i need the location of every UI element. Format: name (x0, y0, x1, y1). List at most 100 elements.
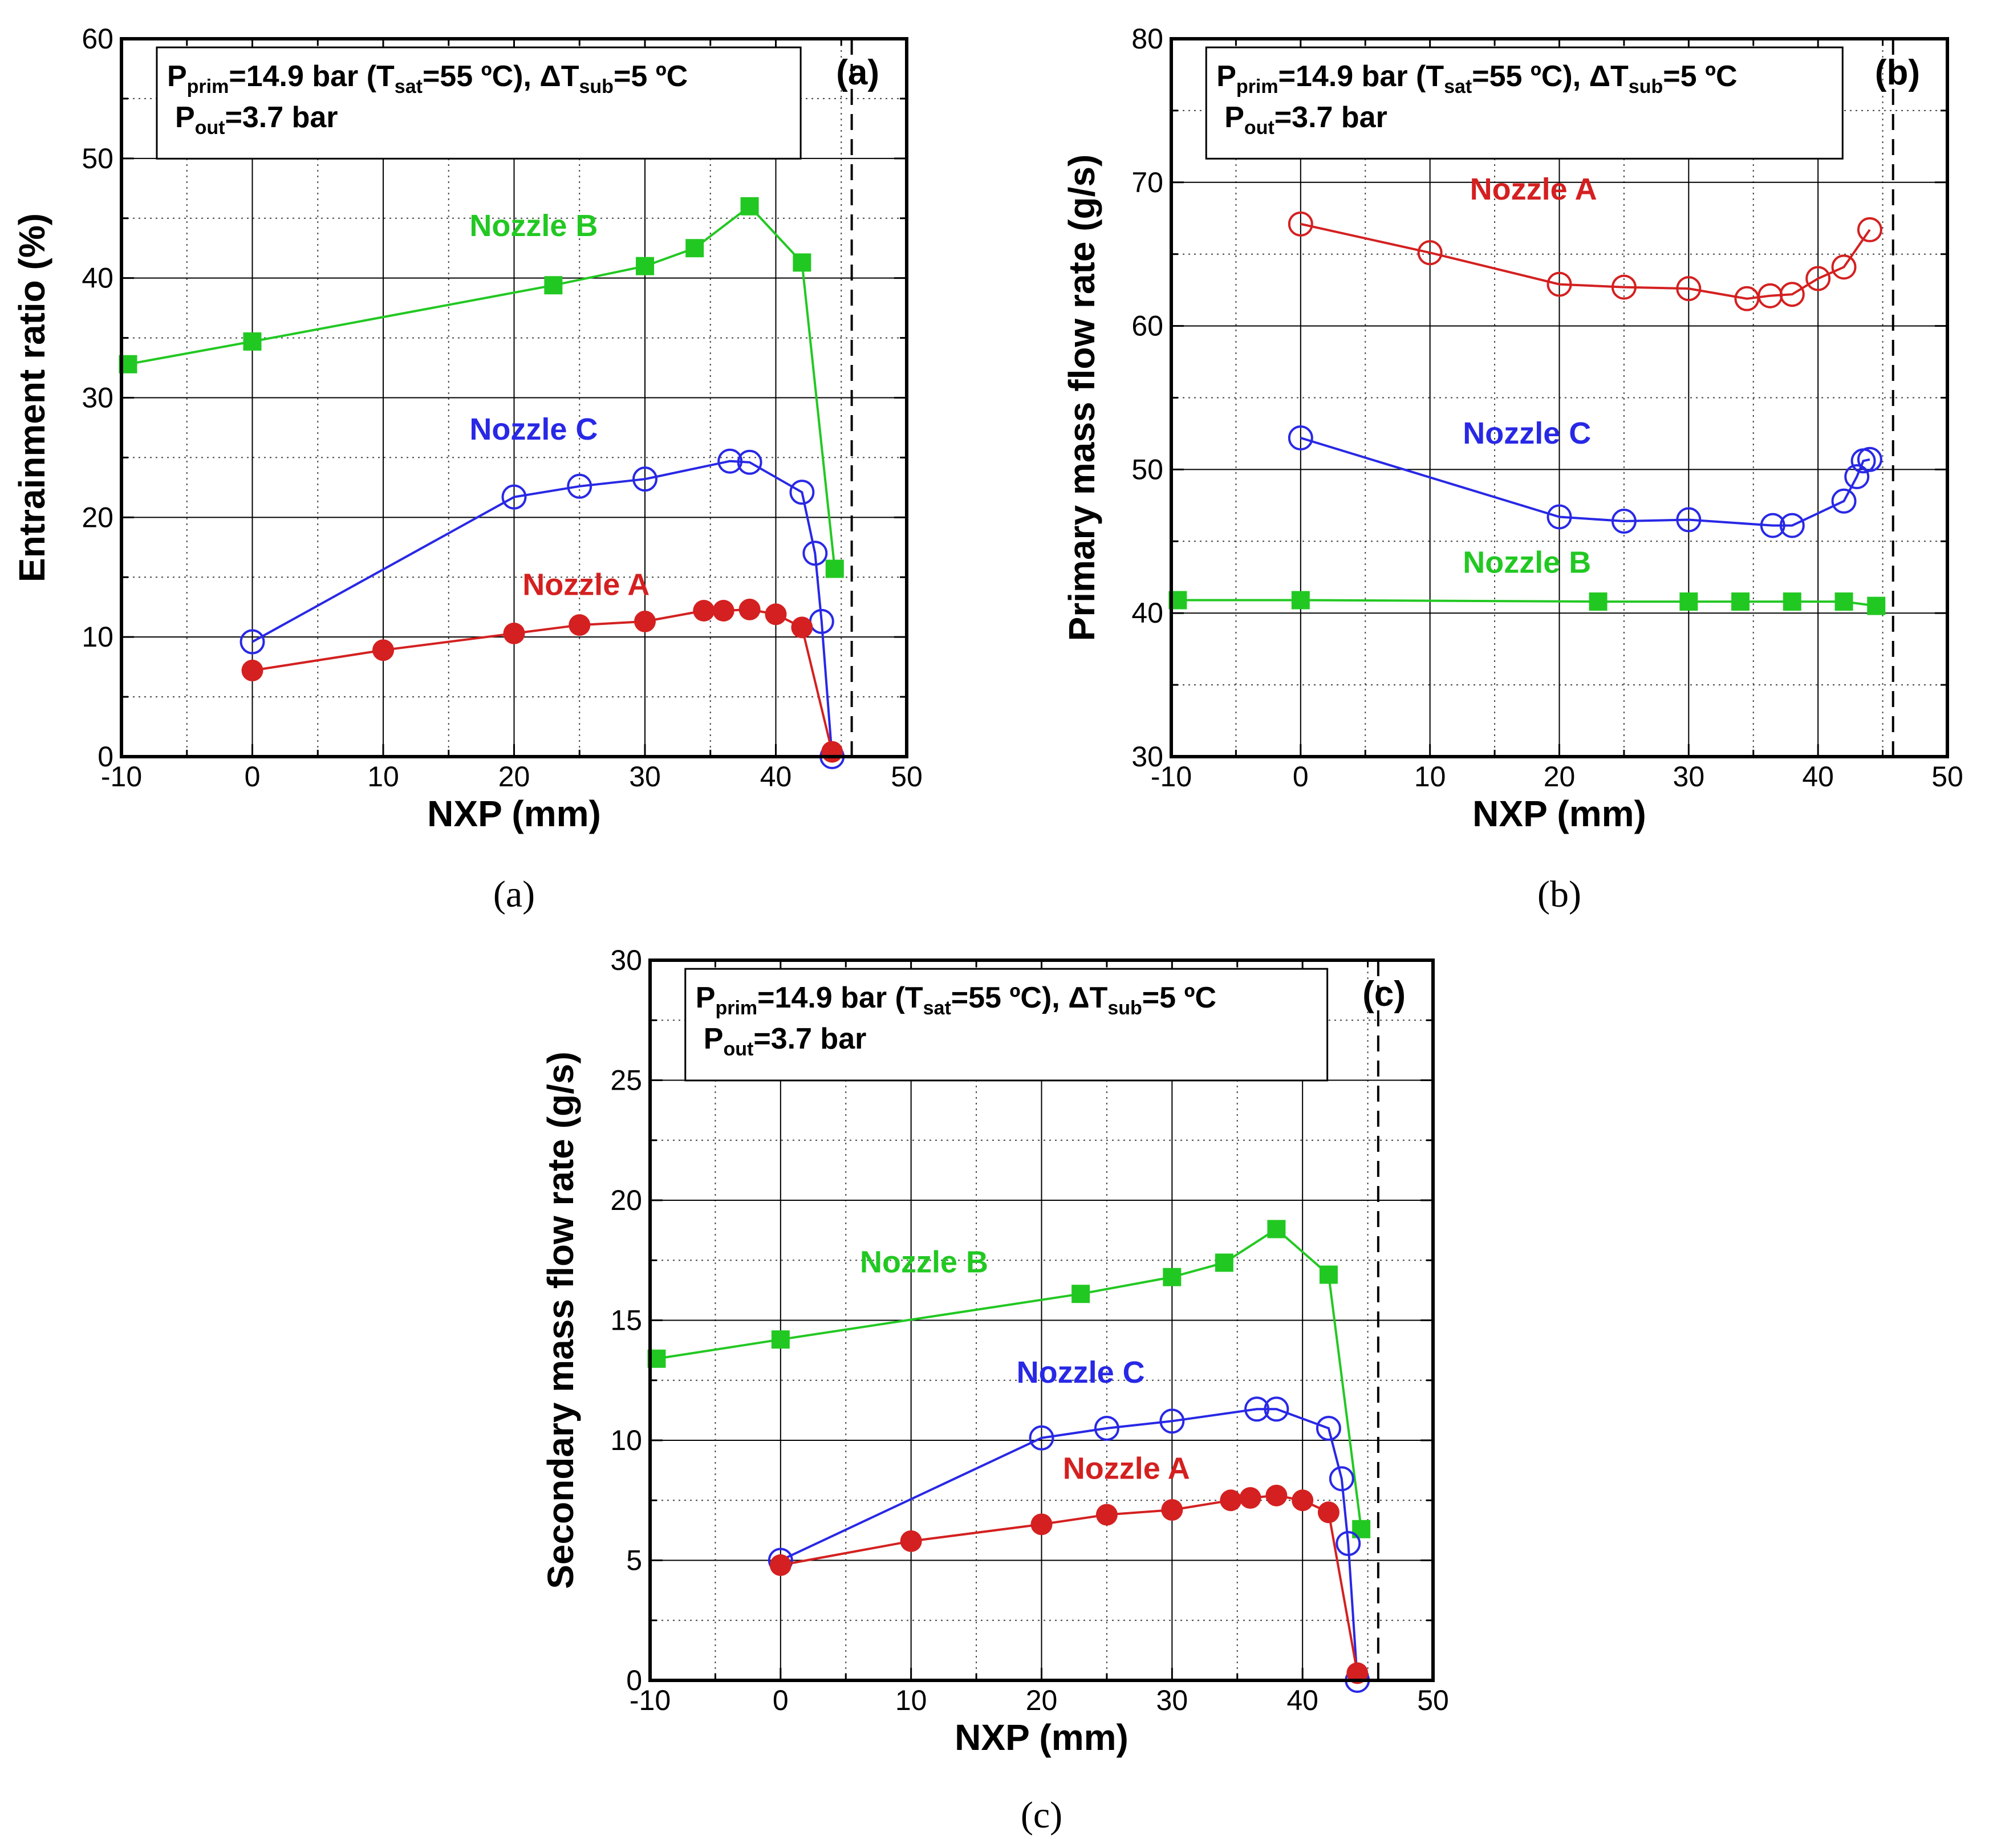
data-point-open-circle (1779, 513, 1805, 538)
x-tick-label: 20 (498, 761, 530, 793)
data-point-filled-circle (1317, 1501, 1340, 1524)
x-tick-label: 50 (891, 761, 923, 793)
series-nozzle-a: Nozzle A (769, 1451, 1369, 1684)
data-point-open-circle (1831, 488, 1857, 514)
data-point-filled-circle (569, 614, 591, 636)
y-tick-label: 20 (82, 501, 113, 533)
panel-caption: (a) (493, 874, 535, 915)
data-point-open-circle (1760, 513, 1785, 538)
y-tick-label: 60 (1131, 310, 1163, 342)
x-tick-label: 20 (1026, 1684, 1058, 1716)
data-point-filled-circle (765, 603, 787, 626)
data-point-filled-circle (503, 622, 525, 644)
y-tick-label: 70 (1131, 166, 1163, 198)
data-point-square (544, 276, 563, 295)
data-point-filled-circle (1346, 1662, 1369, 1684)
data-point-filled-circle (1292, 1489, 1314, 1512)
x-tick-label: 50 (1931, 761, 1963, 793)
x-tick-label: 40 (1286, 1684, 1318, 1716)
data-point-square (243, 332, 262, 351)
series-label: Nozzle B (1463, 546, 1591, 580)
series-label: Nozzle C (1463, 416, 1591, 450)
x-tick-label: 0 (1293, 761, 1309, 793)
series-line (128, 205, 836, 569)
series-line (1300, 437, 1870, 527)
y-tick-label: 40 (1131, 597, 1163, 629)
y-axis-title: Secondary mass flow rate (g/s) (540, 1051, 581, 1589)
y-tick-label: 60 (82, 23, 113, 55)
data-point-square (685, 239, 704, 258)
series-nozzle-b: Nozzle B (647, 1220, 1371, 1538)
series-nozzle-c: Nozzle C (1288, 416, 1882, 538)
conditions-frame (1205, 46, 1844, 160)
x-tick-label: 30 (1156, 1684, 1188, 1716)
series-nozzle-b: Nozzle B (119, 197, 844, 578)
data-point-filled-circle (738, 598, 761, 620)
series-label: Nozzle C (469, 412, 598, 446)
series-line (780, 1494, 1359, 1674)
chart-panel-b: -10 0 10 20 30 40 50 30 40 50 60 70 80 NXP (mm) Primar… (1061, 23, 1963, 915)
grid (650, 960, 1433, 1680)
series-line (1300, 222, 1871, 300)
data-point-square (1783, 592, 1801, 611)
y-axis-title: Primary mass flow rate (g/s) (1061, 155, 1102, 641)
x-tick-label: 20 (1544, 761, 1576, 793)
x-axis-title: NXP (mm) (955, 1717, 1129, 1758)
data-point-open-circle (1288, 425, 1313, 451)
y-tick-label: 0 (98, 741, 113, 773)
data-point-open-circle (632, 466, 657, 492)
x-tick-label: 30 (629, 761, 661, 793)
x-tick-label: -10 (1151, 761, 1192, 793)
data-point-filled-circle (791, 616, 813, 639)
data-point-filled-circle (693, 600, 715, 622)
data-point-open-circle (1546, 504, 1572, 530)
data-point-square (1834, 592, 1853, 611)
series-line (251, 460, 834, 757)
data-point-open-circle (1244, 1396, 1270, 1422)
data-point-square (1589, 592, 1608, 611)
data-point-open-circle (240, 629, 265, 655)
data-point-open-circle (1857, 446, 1882, 472)
conditions-box: Pprim=14.9 bar (Tsat=55 ºC), ΔTsub=5 ºCP… (684, 968, 1329, 1082)
y-tick-label: 30 (1131, 741, 1163, 773)
y-tick-label: 15 (610, 1305, 642, 1337)
data-point-square (825, 559, 844, 578)
data-point-square (1679, 592, 1698, 611)
data-point-filled-circle (769, 1554, 791, 1576)
data-point-filled-circle (900, 1530, 922, 1552)
x-tick-label: 0 (773, 1684, 789, 1716)
conditions-line-2: Pout=3.7 bar (175, 101, 338, 139)
data-point-square (771, 1330, 790, 1349)
y-tick-label: 50 (1131, 453, 1163, 485)
series-line (656, 1228, 1363, 1530)
y-tick-label: 10 (82, 621, 113, 653)
data-point-square (1867, 596, 1886, 615)
x-tick-label: 10 (895, 1684, 927, 1716)
data-point-open-circle (1676, 276, 1702, 302)
panel-caption: (b) (1537, 874, 1581, 915)
y-tick-label: 5 (626, 1545, 642, 1577)
conditions-frame (156, 46, 802, 160)
y-tick-label: 20 (610, 1184, 642, 1216)
data-point-open-circle (1844, 464, 1870, 489)
data-point-filled-circle (1161, 1499, 1183, 1521)
data-point-filled-circle (241, 659, 263, 681)
data-point-open-circle (717, 448, 743, 474)
plot-frame (648, 958, 1435, 1682)
x-tick-label: 30 (1673, 761, 1705, 793)
data-point-filled-circle (634, 610, 656, 632)
conditions-box: Pprim=14.9 bar (Tsat=55 ºC), ΔTsub=5 ºCP… (156, 46, 802, 160)
conditions-line-1: Pprim=14.9 bar (Tsat=55 ºC), ΔTsub=5 ºC (1216, 60, 1737, 98)
data-point-square (1215, 1253, 1233, 1272)
series-nozzle-b: Nozzle B (1168, 546, 1886, 615)
panel-label: (a) (836, 53, 879, 92)
data-point-open-circle (1329, 1466, 1354, 1492)
y-tick-label: 30 (82, 382, 113, 414)
data-point-open-circle (1779, 282, 1805, 307)
data-point-filled-circle (372, 639, 394, 661)
data-point-open-circle (1676, 507, 1702, 533)
data-point-open-circle (1611, 509, 1637, 534)
data-point-open-circle (1805, 266, 1831, 291)
